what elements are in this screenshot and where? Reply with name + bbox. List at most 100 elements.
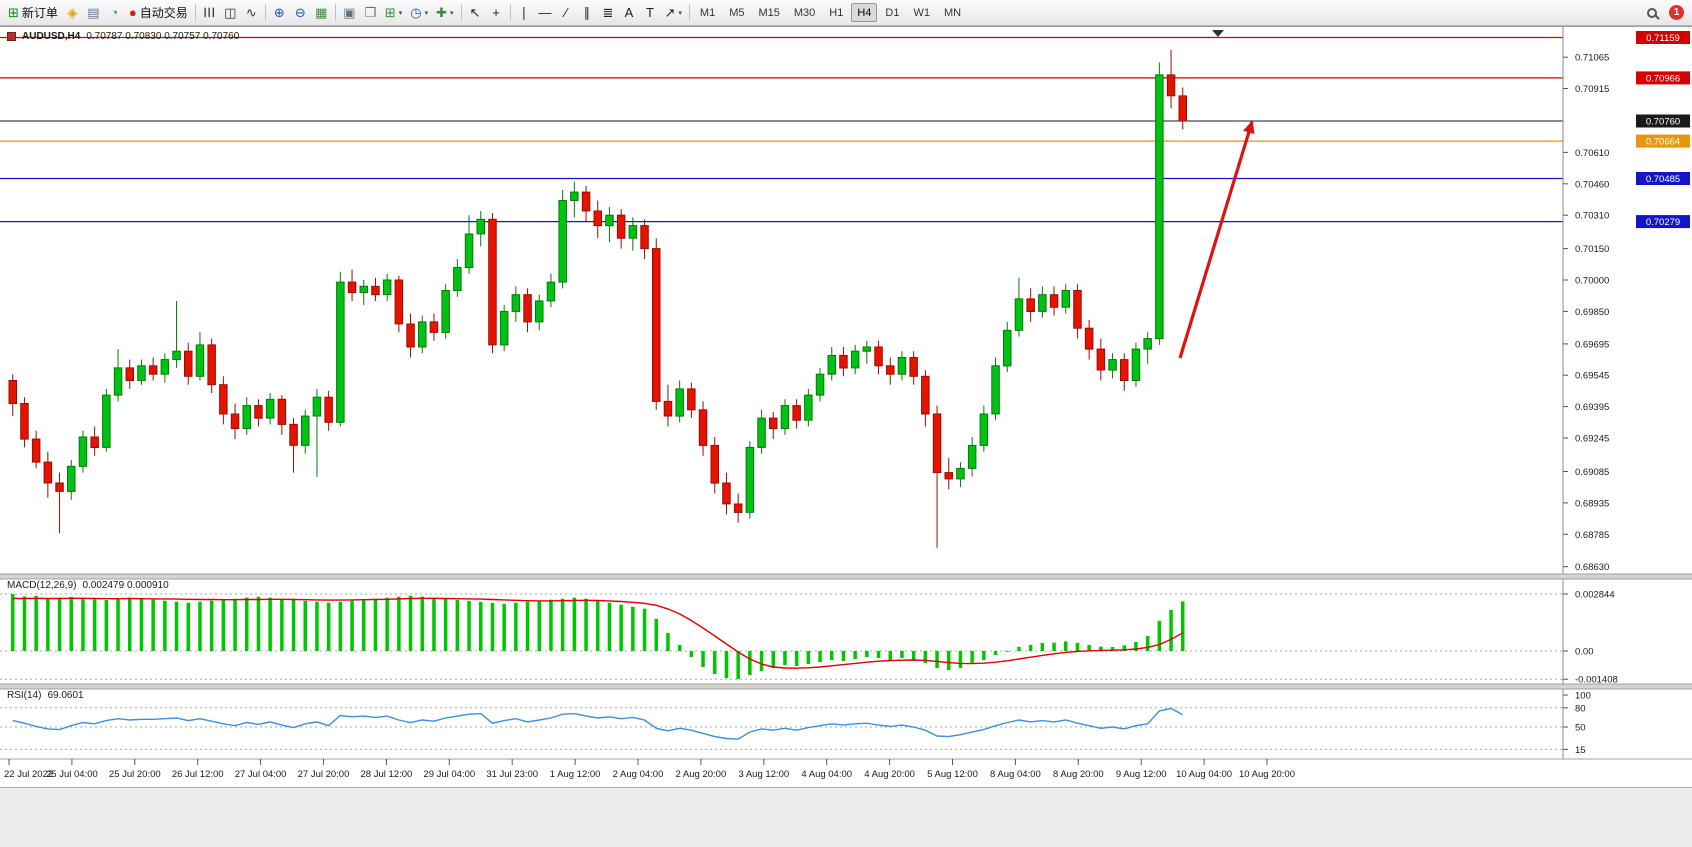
new-chart-button[interactable]: ⊞ ▾: [381, 2, 406, 24]
macd-histogram-bar: [794, 651, 799, 666]
macd-histogram-bar: [713, 651, 717, 674]
macd-histogram-bar: [736, 651, 740, 680]
metaeditor-button[interactable]: ◈: [62, 2, 83, 24]
candle-body: [184, 350, 193, 377]
price-badge-0.70760: [1636, 114, 1690, 128]
search-button[interactable]: [1643, 2, 1665, 24]
rsi-scale-label: 50: [1575, 723, 1586, 734]
fibonacci-icon: ≣: [602, 5, 614, 20]
zoom-in-button[interactable]: ⊕: [269, 2, 290, 24]
price-tick-label: 0.70915: [1575, 84, 1609, 95]
candle-body: [804, 394, 813, 421]
candle-body: [219, 384, 228, 415]
text-icon: A: [624, 5, 634, 20]
candle-body: [1061, 290, 1070, 308]
candles: [8, 49, 1187, 548]
price-scale[interactable]: 0.71065 0.70915 0.70610 0.70460 0.70310 0.701…: [1562, 27, 1690, 759]
macd-histogram-bar: [326, 602, 331, 651]
macd-histogram-bar: [467, 600, 471, 651]
cascade-windows-button[interactable]: ❐: [360, 2, 381, 24]
timeframe-h4[interactable]: H4: [851, 3, 878, 22]
timeframe-d1[interactable]: D1: [885, 6, 900, 19]
arrows-button[interactable]: ↗ ▾: [661, 2, 686, 24]
macd-histogram-bar: [560, 598, 565, 651]
macd-histogram-bar: [163, 600, 167, 651]
horizontal-line-button[interactable]: —: [535, 2, 556, 24]
trendline-button[interactable]: ∕: [556, 2, 577, 24]
charts-profile-button[interactable]: ▤: [83, 2, 104, 24]
zoom-out-button[interactable]: ⊖: [290, 2, 311, 24]
macd-histogram-bar: [993, 651, 998, 655]
cursor-button[interactable]: ↖: [465, 2, 486, 24]
macd-histogram-bar: [900, 651, 904, 658]
label-button[interactable]: T: [640, 2, 661, 24]
timeframe-h1[interactable]: H1: [829, 6, 844, 19]
text-button[interactable]: A: [619, 2, 640, 24]
candle-body: [289, 423, 298, 446]
macd-scale-label: -0.001408: [1575, 675, 1618, 686]
candle-body: [1014, 298, 1024, 331]
candle-body: [160, 359, 170, 375]
macd-histogram-bar: [619, 604, 623, 651]
bar-chart-button[interactable]: ☰: [199, 2, 220, 24]
fibonacci-button[interactable]: ≣: [598, 2, 619, 24]
time-label: 25 Jul 20:00: [109, 769, 161, 780]
tile-windows-button[interactable]: ▦: [311, 2, 332, 24]
period-button[interactable]: ◷ ▾: [406, 2, 432, 24]
macd-histogram-bar: [268, 597, 272, 651]
indicators-button[interactable]: ✚ ▾: [432, 2, 457, 24]
candle-body: [406, 323, 415, 348]
trend-arrow[interactable]: [1178, 120, 1255, 359]
time-label: 29 Jul 04:00: [423, 769, 475, 780]
timeframe-m30[interactable]: M30: [793, 6, 816, 19]
panel-divider[interactable]: [0, 574, 1692, 579]
candle-body: [769, 417, 778, 430]
notification-badge[interactable]: 1: [1669, 5, 1684, 20]
vertical-line-button[interactable]: ∣: [514, 2, 535, 24]
time-label: 8 Aug 20:00: [1053, 769, 1104, 780]
candlestick-chart-button[interactable]: ◫: [220, 2, 241, 24]
timeframe-w1[interactable]: W1: [913, 6, 930, 19]
macd-histogram-bar: [92, 599, 97, 651]
candle-body: [78, 436, 88, 467]
macd-histogram-bar: [572, 597, 577, 651]
candle-body: [125, 367, 134, 381]
macd-histogram-bar: [865, 651, 869, 657]
macd-histogram-bar: [783, 651, 787, 665]
candle-body: [137, 365, 146, 381]
timeframe-mn[interactable]: MN: [943, 6, 962, 19]
candle-body: [511, 294, 521, 312]
chart-canvas[interactable]: 0.71065 0.70915 0.70610 0.70460 0.70310 0.701…: [0, 27, 1692, 789]
arrange-windows-button[interactable]: ▣: [339, 2, 360, 24]
autotrading-button[interactable]: ● 自动交易: [125, 2, 192, 24]
candle-body: [698, 409, 708, 446]
candle-body: [967, 444, 977, 469]
macd-histogram-bar: [69, 596, 73, 651]
time-label: 4 Aug 20:00: [864, 769, 915, 780]
macd-histogram-bar: [245, 597, 249, 651]
macd-histogram-bar: [373, 598, 378, 651]
candle-body: [1143, 338, 1152, 350]
chart-shift-marker[interactable]: [1212, 30, 1224, 37]
crosshair-button[interactable]: +: [486, 2, 507, 24]
timeframe-m15[interactable]: M15: [758, 6, 780, 19]
candle-body: [944, 472, 953, 480]
macd-histogram-bar: [724, 651, 729, 679]
price-badge-label: 0.71159: [1646, 33, 1680, 44]
timeframe-m1[interactable]: M1: [699, 6, 716, 19]
timeframe-m5[interactable]: M5: [729, 6, 745, 19]
channel-button[interactable]: ∥: [577, 2, 598, 24]
panel-divider[interactable]: [0, 684, 1692, 689]
candle-body: [605, 214, 614, 227]
price-badge-label: 0.70664: [1646, 137, 1680, 148]
line-chart-button[interactable]: ∿: [241, 2, 262, 24]
price-tick-label: 0.69545: [1575, 371, 1609, 382]
price-tick-label: 0.68935: [1575, 498, 1609, 509]
candlestick-icon: ◫: [224, 5, 237, 20]
candle-body: [1038, 294, 1047, 312]
new-order-button[interactable]: ⊞ 新订单: [4, 2, 62, 24]
price-badge-0.70966: [1636, 71, 1690, 85]
history-center-button[interactable]: ◔: [104, 2, 125, 24]
